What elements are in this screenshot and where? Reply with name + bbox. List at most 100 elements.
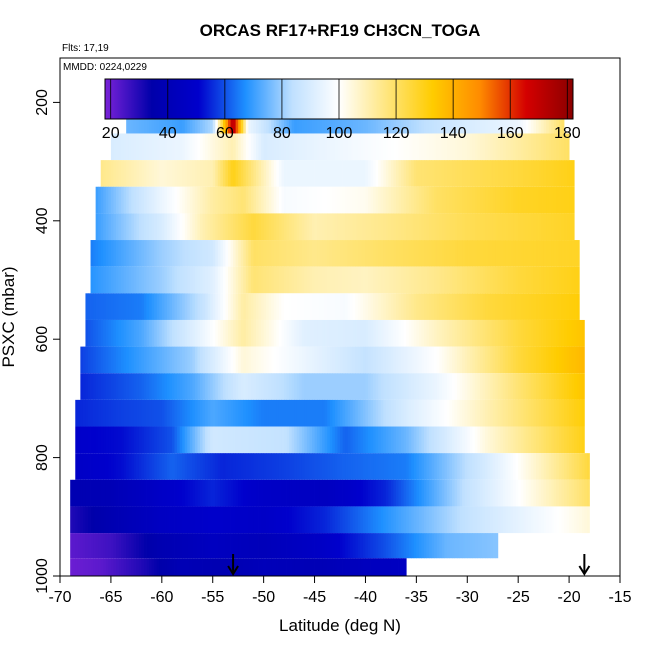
heatmap-cell <box>329 399 333 427</box>
heatmap-cell <box>184 558 188 576</box>
heatmap-cell <box>261 186 265 214</box>
heatmap-cell <box>268 160 272 187</box>
heatmap-cell <box>261 479 265 507</box>
heatmap-cell <box>172 160 175 187</box>
heatmap-cell <box>543 319 547 347</box>
heatmap-cell <box>184 293 188 320</box>
heatmap-cell <box>230 133 234 161</box>
heatmap-cell <box>273 186 277 214</box>
heatmap-cell <box>365 346 369 374</box>
heatmap-cell <box>518 373 522 400</box>
heatmap-cell <box>411 293 415 320</box>
heatmap-cell <box>146 346 150 374</box>
heatmap-cell <box>576 399 580 427</box>
heatmap-cell <box>368 133 371 161</box>
heatmap-cell <box>520 160 524 187</box>
heatmap-cell <box>375 160 379 187</box>
heatmap-cell <box>492 373 496 400</box>
heatmap-cell <box>342 133 346 161</box>
heatmap-cell <box>105 266 109 294</box>
heatmap-cell <box>166 293 170 320</box>
heatmap-cell <box>538 346 542 374</box>
heatmap-cell <box>474 293 478 320</box>
heatmap-cell <box>263 399 267 427</box>
heatmap-cell <box>523 346 527 374</box>
heatmap-cell <box>182 346 186 374</box>
heatmap-cell <box>98 186 102 214</box>
heatmap-cell <box>439 160 443 187</box>
heatmap-cell <box>454 266 458 294</box>
heatmap-cell <box>342 558 346 576</box>
heatmap-cell <box>144 373 147 400</box>
heatmap-cell <box>487 213 491 241</box>
heatmap-cell <box>472 240 476 267</box>
heatmap-cell <box>317 533 321 559</box>
heatmap-cell <box>248 479 252 507</box>
heatmap-cell <box>385 558 389 576</box>
heatmap-cell <box>159 319 163 347</box>
heatmap-cell <box>477 319 481 347</box>
heatmap-cell <box>286 266 290 294</box>
heatmap-cell <box>164 133 168 161</box>
heatmap-cell <box>215 106 219 134</box>
heatmap-cell <box>200 240 203 267</box>
heatmap-cell <box>263 160 267 187</box>
chart-title: ORCAS RF17+RF19 CH3CN_TOGA <box>200 21 481 40</box>
heatmap-cell <box>518 399 522 427</box>
heatmap-cell <box>457 240 461 267</box>
heatmap-cell <box>436 346 440 374</box>
heatmap-cell <box>85 558 89 576</box>
heatmap-cell <box>263 373 267 400</box>
heatmap-cell <box>505 346 509 374</box>
heatmap-cell <box>482 346 486 374</box>
heatmap-cell <box>492 399 496 427</box>
heatmap-cell <box>434 160 438 187</box>
heatmap-cell <box>546 399 550 427</box>
heatmap-cell <box>149 186 153 214</box>
heatmap-cell <box>207 453 211 480</box>
heatmap-cell <box>98 293 102 320</box>
heatmap-cell <box>431 266 435 294</box>
heatmap-cell <box>416 319 420 347</box>
heatmap-cell <box>240 373 244 400</box>
heatmap-cell <box>508 106 511 134</box>
heatmap-cell <box>385 453 389 480</box>
heatmap-cell <box>408 240 412 267</box>
heatmap-cell <box>474 506 478 534</box>
heatmap-cell <box>380 399 384 427</box>
heatmap-cell <box>426 346 430 374</box>
heatmap-cell <box>146 533 150 559</box>
heatmap-cell <box>312 399 315 427</box>
heatmap-cell <box>546 213 550 241</box>
heatmap-cell <box>138 399 142 427</box>
heatmap-cell <box>215 399 219 427</box>
heatmap-cell <box>497 106 501 134</box>
heatmap-cell <box>347 319 351 347</box>
heatmap-cell <box>528 240 532 267</box>
heatmap-cell <box>398 186 402 214</box>
heatmap-cell <box>108 506 112 534</box>
heatmap-cell <box>449 373 453 400</box>
heatmap-cell <box>172 266 175 294</box>
heatmap-cell <box>174 373 178 400</box>
heatmap-cell <box>345 133 349 161</box>
heatmap-cell <box>312 106 315 134</box>
heatmap-cell <box>360 266 364 294</box>
heatmap-cell <box>121 426 125 454</box>
heatmap-cell <box>105 160 109 187</box>
heatmap-cell <box>205 106 209 134</box>
heatmap-cell <box>490 133 494 161</box>
heatmap-cell <box>93 266 97 294</box>
heatmap-cell <box>385 240 389 267</box>
heatmap-band <box>85 293 580 320</box>
heatmap-cell <box>561 506 565 534</box>
heatmap-cell <box>536 479 539 507</box>
heatmap-cell <box>243 426 247 454</box>
heatmap-cell <box>238 426 242 454</box>
heatmap-cell <box>309 399 313 427</box>
heatmap-cell <box>284 293 287 320</box>
heatmap-cell <box>515 426 519 454</box>
heatmap-cell <box>268 453 272 480</box>
heatmap-cell <box>574 319 578 347</box>
